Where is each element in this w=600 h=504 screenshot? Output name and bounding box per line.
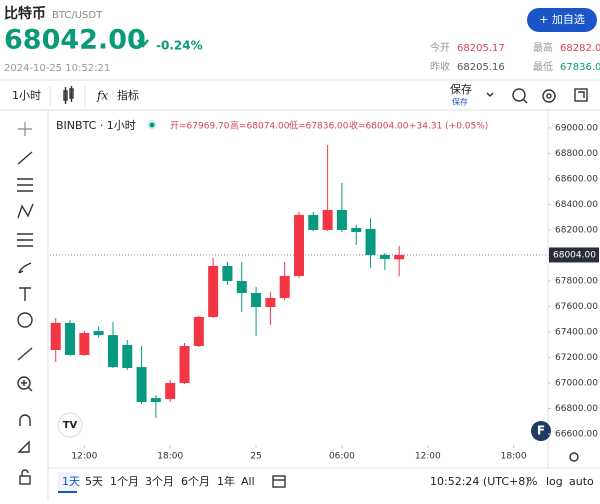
candle-body xyxy=(308,214,319,230)
ohlc-legend: 低=67836.00 xyxy=(289,120,349,132)
y-tick-label: 67400.00 xyxy=(555,328,598,338)
last-price-box xyxy=(549,247,599,263)
stat-label: 今开 xyxy=(430,41,450,54)
y-tick-label: 69000.00 xyxy=(555,123,598,133)
x-tick-label: 12:00 xyxy=(71,452,97,462)
stat-label: 最低 xyxy=(533,60,553,73)
candle-body xyxy=(322,209,333,230)
log-toggle[interactable]: log xyxy=(546,475,563,488)
candle-body xyxy=(379,254,390,259)
down-arrow xyxy=(137,34,149,48)
candle-body xyxy=(394,254,405,260)
candle-body xyxy=(294,214,304,277)
indicators-button[interactable]: 指标 xyxy=(117,88,139,102)
save-status: 保存 xyxy=(452,97,468,107)
stat-value: 68205.17 xyxy=(457,43,505,54)
candle-body xyxy=(351,227,362,233)
f-badge[interactable]: F xyxy=(531,421,551,441)
y-tick-label: 67800.00 xyxy=(555,276,598,286)
asset-name: 比特币 xyxy=(4,5,46,22)
candle-body xyxy=(265,297,276,308)
candle-body xyxy=(79,333,90,355)
ohlc-legend: +34.31 (+0.05%) xyxy=(409,122,488,132)
auto-toggle[interactable]: auto xyxy=(569,475,594,488)
candle-body xyxy=(122,345,133,368)
range-button[interactable]: 3个月 xyxy=(145,475,174,488)
settings-icon[interactable] xyxy=(542,89,556,103)
chart-title: BINBTC · 1小时 xyxy=(56,119,136,132)
status-dot xyxy=(149,122,155,128)
stat-label: 昨收 xyxy=(430,60,450,73)
y-tick-label: 67200.00 xyxy=(555,353,598,363)
y-tick-label: 66600.00 xyxy=(555,430,598,440)
y-tick-label: 66800.00 xyxy=(555,404,598,414)
candle-body xyxy=(365,228,376,255)
stat-value: 68282.09 xyxy=(560,43,600,54)
last-price-label: 68004.00 xyxy=(553,250,596,260)
ohlc-legend: 开=67969.70 xyxy=(170,121,230,132)
stat-value: 67836.00 xyxy=(560,62,600,73)
candle-body xyxy=(107,335,118,368)
candle-body xyxy=(336,209,347,230)
range-button[interactable]: All xyxy=(241,475,255,488)
y-tick-label: 68200.00 xyxy=(555,225,598,235)
stat-value: 68205.16 xyxy=(457,62,505,73)
x-tick-label: 12:00 xyxy=(415,452,441,462)
percent-toggle[interactable]: % xyxy=(527,475,537,488)
timestamp: 2024-10-25 10:52:21 xyxy=(4,63,110,74)
range-button[interactable]: 1天 xyxy=(62,475,80,488)
candle-body xyxy=(193,316,204,347)
tv-logo: TV xyxy=(57,412,83,438)
interval-button[interactable]: 1小时 xyxy=(12,89,41,102)
candle-body xyxy=(165,383,176,399)
ohlc-legend: 高=68074.00 xyxy=(230,120,290,132)
alert-icon[interactable] xyxy=(512,88,528,104)
y-tick-label: 68400.00 xyxy=(555,200,598,210)
stat-label: 最高 xyxy=(533,41,553,54)
candle-body xyxy=(65,322,76,355)
price-change: -0.24% xyxy=(156,39,203,53)
range-button[interactable]: 6个月 xyxy=(181,475,210,488)
asset-pair: BTC/USDT xyxy=(52,10,103,21)
candle-body xyxy=(136,367,147,403)
fullscreen-icon[interactable] xyxy=(574,88,588,102)
y-tick-label: 68600.00 xyxy=(555,174,598,184)
calendar-icon[interactable] xyxy=(272,475,286,488)
fx-icon[interactable]: fx xyxy=(96,89,108,103)
watchlist-button[interactable] xyxy=(527,8,597,32)
candle-body xyxy=(279,276,290,298)
candle-body xyxy=(208,265,219,317)
range-button[interactable]: 1年 xyxy=(217,474,235,488)
y-tick-label: 67600.00 xyxy=(555,302,598,312)
chevron[interactable] xyxy=(486,92,494,97)
x-tick-label: 18:00 xyxy=(157,452,183,462)
candle-body xyxy=(179,346,190,384)
range-button[interactable]: 5天 xyxy=(85,475,103,488)
y-tick-label: 67000.00 xyxy=(555,379,598,389)
x-tick-label: 25 xyxy=(250,452,261,462)
candle-body xyxy=(236,280,247,293)
watchlist-button-label[interactable]: + 加自选 xyxy=(539,13,585,26)
x-tick-label: 18:00 xyxy=(501,452,527,462)
y-tick-label: 68800.00 xyxy=(555,149,598,159)
range-button[interactable]: 1个月 xyxy=(110,475,139,488)
ohlc-legend: 收=68004.00 xyxy=(349,120,409,132)
price: 68042.00 xyxy=(4,25,146,56)
candle-icon[interactable] xyxy=(63,86,74,104)
svg-text:TV: TV xyxy=(63,420,78,431)
clock: 10:52:24 (UTC+8) xyxy=(430,475,530,488)
svg-text:F: F xyxy=(537,424,545,438)
drawing-tools[interactable] xyxy=(17,122,34,485)
candle-body xyxy=(251,292,262,308)
candle-body xyxy=(222,265,233,281)
candle-body xyxy=(150,398,161,403)
axis-settings-icon[interactable] xyxy=(569,452,579,462)
range-selected xyxy=(58,472,77,492)
save-button[interactable]: 保存 xyxy=(450,82,472,96)
candle-body xyxy=(50,322,61,350)
x-tick-label: 06:00 xyxy=(329,452,355,462)
candle-body xyxy=(93,330,104,336)
